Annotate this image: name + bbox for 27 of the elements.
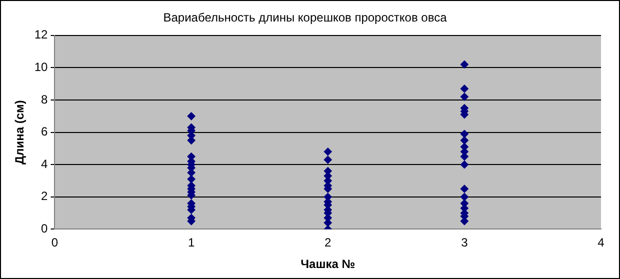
point xyxy=(187,112,196,120)
point xyxy=(460,130,468,138)
y-axis-title: Длина (см) xyxy=(12,100,27,164)
point xyxy=(324,148,332,156)
y-tick-label: 6 xyxy=(41,124,48,139)
point xyxy=(460,184,468,193)
point xyxy=(187,175,196,184)
y-tick-label: 8 xyxy=(41,92,48,106)
x-tick-label: 2 xyxy=(324,236,332,250)
y-tick-label: 2 xyxy=(41,189,48,204)
point xyxy=(460,92,468,101)
x-tick-label: 3 xyxy=(461,236,468,250)
point xyxy=(460,136,468,144)
y-tick-label: 10 xyxy=(34,60,48,74)
x-tick-label: 0 xyxy=(51,236,58,250)
x-axis-title: Чашка № xyxy=(300,257,356,272)
point xyxy=(324,156,332,164)
chart-title: Вариабельность длины корешков проростков овса xyxy=(163,10,448,25)
point xyxy=(460,160,468,169)
point xyxy=(460,192,468,201)
y-tick-label: 12 xyxy=(34,28,48,42)
x-tick-label: 1 xyxy=(188,236,195,250)
y-tick-label: 4 xyxy=(41,156,48,171)
y-tick-label: 0 xyxy=(41,222,48,236)
point xyxy=(460,84,468,93)
x-tick-label: 4 xyxy=(598,236,605,250)
point xyxy=(460,60,468,68)
